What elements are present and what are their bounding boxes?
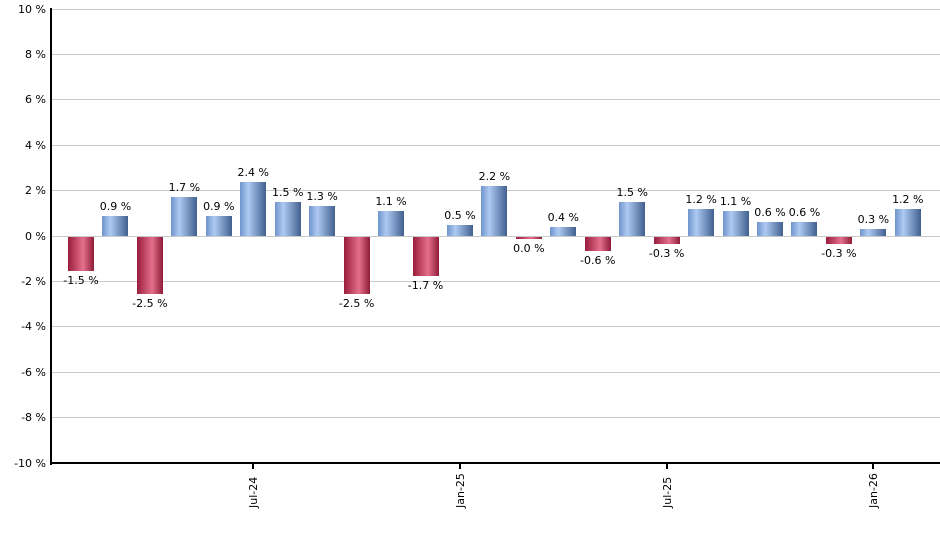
bar-dec-24 [412, 237, 439, 276]
bar-value-label: 1.1 % [719, 195, 752, 208]
y-axis-tick-label: 4 % [25, 138, 46, 152]
y-axis-tick-label: 10 % [18, 2, 46, 16]
bar-mar-24 [102, 216, 129, 236]
bar-value-label: -2.5 % [338, 297, 375, 310]
y-axis-tick-label: -10 % [14, 456, 46, 470]
x-axis-tick-mark [458, 464, 461, 469]
bar-value-label: -1.7 % [407, 279, 444, 292]
y-gridline [52, 326, 940, 328]
bar-value-label: 0.9 % [99, 200, 132, 213]
bar-aug-24 [274, 202, 301, 236]
y-axis-tick-label: 8 % [25, 47, 46, 61]
bar-feb-26 [894, 209, 921, 236]
x-axis-tick-label: Jan-25 [453, 473, 467, 508]
y-gridline [52, 99, 940, 101]
bar-feb-25 [481, 186, 508, 236]
bar-value-label: -0.3 % [648, 247, 685, 260]
bar-feb-24 [68, 237, 94, 271]
bar-oct-24 [343, 237, 370, 294]
bar-sep-24 [309, 206, 336, 236]
x-axis-line [50, 462, 940, 464]
y-axis-tick-label: 0 % [25, 229, 46, 243]
bar-value-label: 1.1 % [375, 195, 407, 208]
y-axis-tick-label: -2 % [21, 274, 46, 288]
y-axis-tick-label: -8 % [21, 411, 46, 425]
bar-apr-24 [136, 237, 163, 294]
bar-value-label: 0.5 % [444, 209, 476, 222]
y-gridline [52, 144, 940, 146]
bar-value-label: 0.6 % [788, 206, 821, 219]
y-gridline [52, 280, 940, 282]
bar-jun-24 [205, 216, 232, 236]
y-gridline [52, 53, 940, 55]
y-gridline [52, 8, 940, 10]
bar-may-24 [171, 197, 198, 236]
bar-value-label: 0.6 % [754, 206, 786, 219]
bar-oct-25 [757, 222, 783, 236]
y-gridline [52, 235, 940, 237]
bar-value-label: 1.5 % [271, 186, 304, 199]
y-axis-line [50, 8, 52, 465]
bar-mar-25 [515, 237, 542, 239]
bar-apr-25 [550, 227, 577, 236]
bar-value-label: 1.7 % [168, 181, 201, 194]
bar-value-label: -0.6 % [580, 254, 616, 267]
x-axis-tick-label: Jul-24 [247, 476, 261, 508]
bar-dec-25 [825, 237, 852, 244]
x-axis-tick-label: Jul-25 [660, 476, 674, 508]
y-axis-tick-label: 6 % [25, 93, 46, 107]
bar-jul-25 [653, 237, 680, 244]
bar-value-label: 0.3 % [857, 213, 890, 226]
x-axis-tick-mark [252, 464, 255, 469]
bar-aug-25 [688, 209, 715, 236]
y-gridline [52, 371, 940, 373]
bar-value-label: 2.2 % [478, 170, 511, 183]
bar-value-label: -2.5 % [132, 297, 168, 310]
y-axis-tick-label: 2 % [25, 184, 46, 198]
bar-sep-25 [722, 211, 749, 236]
y-axis-tick-label: -4 % [21, 320, 46, 334]
bar-nov-25 [791, 222, 818, 236]
bar-jan-26 [860, 229, 887, 236]
bar-value-label: 1.2 % [685, 193, 717, 206]
y-axis-tick-label: -6 % [21, 365, 46, 379]
bar-nov-24 [378, 211, 405, 236]
bar-jun-25 [619, 202, 646, 236]
bar-value-label: 1.3 % [306, 190, 338, 203]
bar-value-label: 0.9 % [203, 200, 235, 213]
bar-value-label: 1.5 % [616, 186, 648, 199]
bar-value-label: -0.3 % [821, 247, 857, 260]
x-axis-tick-label: Jan-26 [867, 473, 881, 508]
y-gridline [52, 417, 940, 419]
bar-value-label: 0.4 % [547, 211, 580, 224]
x-axis-tick-mark [872, 464, 875, 469]
bar-jan-25 [446, 225, 473, 236]
x-axis-tick-mark [665, 464, 668, 469]
bar-may-25 [584, 237, 611, 251]
bar-jul-24 [240, 182, 267, 236]
bar-value-label: 2.4 % [237, 166, 269, 179]
bar-value-label: 1.2 % [892, 193, 924, 206]
bar-value-label: 0.0 % [513, 242, 545, 255]
bar-value-label: -1.5 % [63, 274, 99, 287]
